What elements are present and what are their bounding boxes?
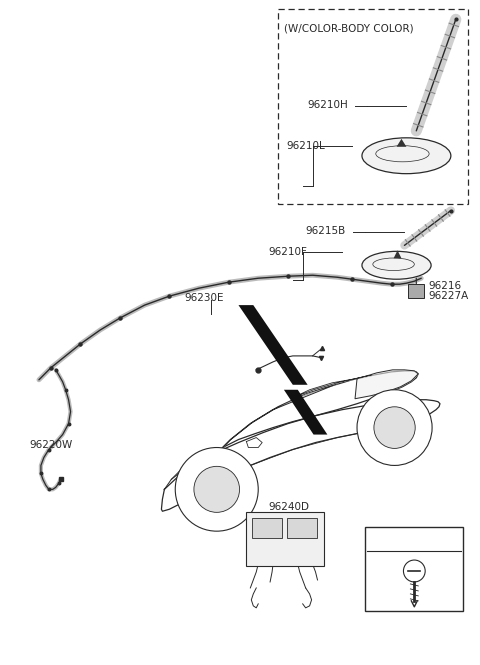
Circle shape (404, 560, 425, 582)
Polygon shape (396, 139, 407, 147)
Ellipse shape (362, 251, 431, 279)
Polygon shape (355, 370, 418, 399)
Text: 96230E: 96230E (184, 293, 224, 303)
Text: 96216: 96216 (428, 281, 461, 291)
Text: 96227A: 96227A (428, 291, 468, 301)
Circle shape (175, 448, 258, 531)
Text: 96210F: 96210F (268, 247, 307, 257)
Ellipse shape (362, 138, 451, 174)
Polygon shape (217, 384, 337, 454)
Text: 96215B: 96215B (306, 226, 346, 237)
Text: 96240D: 96240D (268, 502, 309, 512)
Text: 96210L: 96210L (286, 141, 324, 151)
FancyBboxPatch shape (365, 527, 463, 611)
Polygon shape (239, 305, 308, 385)
Text: 96210H: 96210H (308, 100, 348, 110)
Circle shape (374, 407, 415, 448)
FancyBboxPatch shape (287, 518, 316, 538)
Polygon shape (293, 375, 372, 398)
Text: 96220W: 96220W (29, 440, 72, 450)
Text: 84777D: 84777D (390, 537, 438, 547)
Polygon shape (284, 390, 327, 434)
FancyBboxPatch shape (252, 518, 282, 538)
Circle shape (194, 466, 240, 512)
FancyBboxPatch shape (246, 512, 324, 566)
Circle shape (357, 390, 432, 466)
Polygon shape (394, 250, 401, 258)
Text: (W/COLOR-BODY COLOR): (W/COLOR-BODY COLOR) (284, 23, 414, 33)
FancyBboxPatch shape (408, 284, 424, 298)
